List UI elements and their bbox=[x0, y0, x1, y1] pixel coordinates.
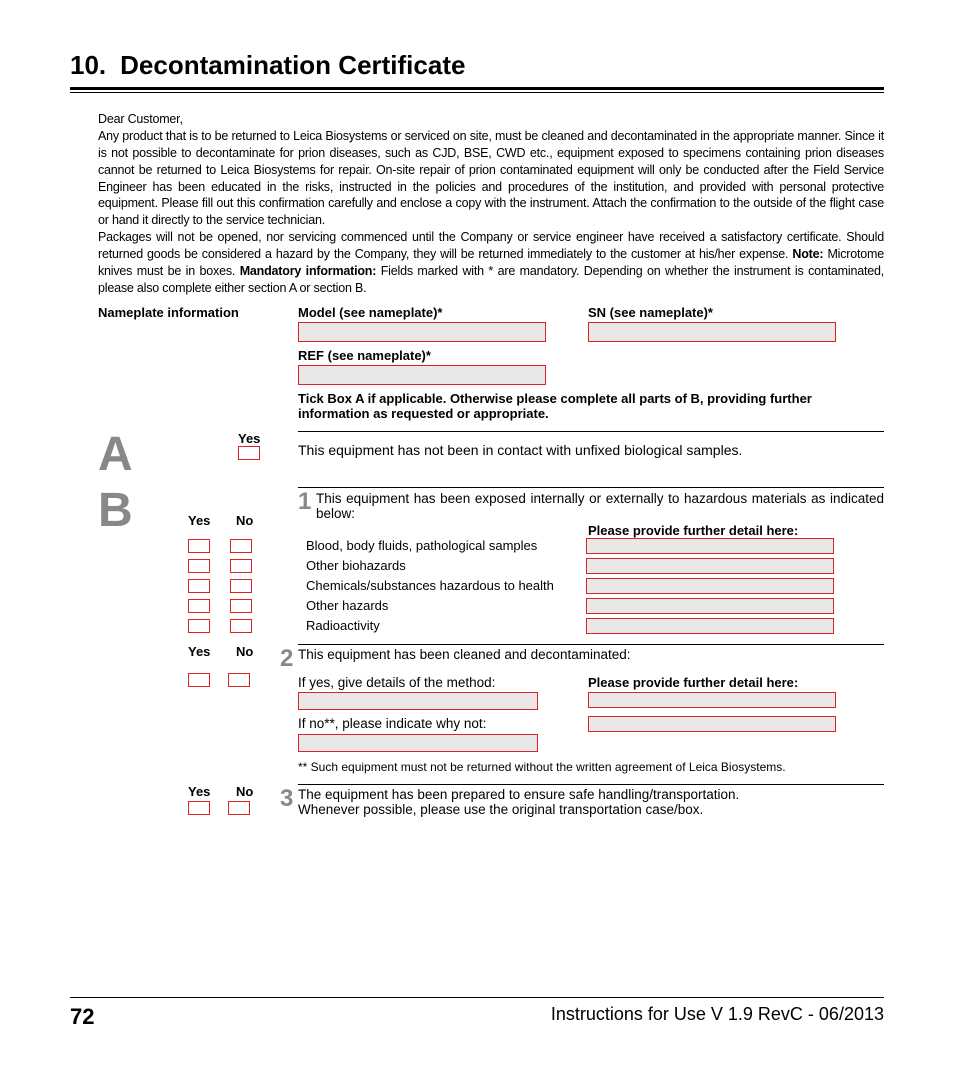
hazard-3: Chemicals/substances hazardous to health bbox=[306, 578, 586, 593]
rule-thin bbox=[70, 92, 884, 93]
sn-label: SN (see nameplate)* bbox=[588, 305, 884, 320]
b2-detail-header: Please provide further detail here: bbox=[588, 675, 798, 690]
detail-h2[interactable] bbox=[586, 558, 834, 574]
section-header: 10. Decontamination Certificate bbox=[70, 50, 884, 81]
detail-header: Please provide further detail here: bbox=[588, 523, 798, 538]
hazard-4: Other hazards bbox=[306, 598, 586, 613]
page-number: 72 bbox=[70, 1004, 94, 1030]
checkbox-b3-yes[interactable] bbox=[188, 801, 210, 815]
tick-instruction: Tick Box A if applicable. Otherwise plea… bbox=[298, 391, 884, 421]
b2-no-label: If no**, please indicate why not: bbox=[298, 716, 588, 732]
no-label-b1: No bbox=[236, 513, 266, 528]
no-label-b2: No bbox=[236, 644, 266, 659]
intro-para2: Packages will not be opened, nor servici… bbox=[98, 229, 884, 297]
sn-input[interactable] bbox=[588, 322, 836, 342]
b1-text: This equipment has been exposed internal… bbox=[316, 488, 884, 521]
ref-label: REF (see nameplate)* bbox=[298, 348, 578, 363]
b2-text: This equipment has been cleaned and deco… bbox=[298, 645, 884, 673]
detail-h5[interactable] bbox=[586, 618, 834, 634]
checkbox-h2-yes[interactable] bbox=[188, 559, 210, 573]
checkbox-h4-yes[interactable] bbox=[188, 599, 210, 613]
checkbox-b3-no[interactable] bbox=[228, 801, 250, 815]
b3-line1: The equipment has been prepared to ensur… bbox=[298, 787, 884, 802]
yes-label-a: Yes bbox=[238, 431, 298, 446]
b2-detail-2[interactable] bbox=[588, 716, 836, 732]
num-2: 2 bbox=[280, 645, 293, 672]
hazard-2: Other biohazards bbox=[306, 558, 586, 573]
model-input[interactable] bbox=[298, 322, 546, 342]
section-a-text: This equipment has not been in contact w… bbox=[298, 431, 884, 458]
checkbox-h3-no[interactable] bbox=[230, 579, 252, 593]
hazard-1: Blood, body fluids, pathological samples bbox=[306, 538, 586, 553]
b2-detail-1[interactable] bbox=[588, 692, 836, 708]
letter-b: B bbox=[98, 484, 133, 537]
nameplate-heading: Nameplate information bbox=[98, 305, 239, 320]
intro-text: Dear Customer, Any product that is to be… bbox=[98, 111, 884, 297]
checkbox-h3-yes[interactable] bbox=[188, 579, 210, 593]
b2-footnote: ** Such equipment must not be returned w… bbox=[298, 760, 884, 774]
checkbox-h5-no[interactable] bbox=[230, 619, 252, 633]
checkbox-a-yes[interactable] bbox=[238, 446, 260, 460]
b2-yes-input[interactable] bbox=[298, 692, 538, 710]
b3-line2: Whenever possible, please use the origin… bbox=[298, 802, 884, 817]
checkbox-h1-no[interactable] bbox=[230, 539, 252, 553]
hazard-5: Radioactivity bbox=[306, 618, 586, 633]
rule-thick bbox=[70, 87, 884, 90]
num-1: 1 bbox=[298, 488, 311, 515]
footer-text: Instructions for Use V 1.9 RevC - 06/201… bbox=[551, 1004, 884, 1030]
checkbox-b2-no[interactable] bbox=[228, 673, 250, 687]
checkbox-h2-no[interactable] bbox=[230, 559, 252, 573]
detail-h3[interactable] bbox=[586, 578, 834, 594]
detail-h1[interactable] bbox=[586, 538, 834, 554]
section-number: 10. bbox=[70, 50, 106, 81]
b2-no-input[interactable] bbox=[298, 734, 538, 752]
intro-para1: Any product that is to be returned to Le… bbox=[98, 128, 884, 229]
no-label-b3: No bbox=[236, 784, 266, 799]
yes-label-b1: Yes bbox=[188, 513, 218, 528]
yes-label-b2: Yes bbox=[188, 644, 218, 659]
letter-a: A bbox=[98, 428, 133, 481]
ref-input[interactable] bbox=[298, 365, 546, 385]
detail-h4[interactable] bbox=[586, 598, 834, 614]
footer-rule bbox=[70, 997, 884, 998]
checkbox-b2-yes[interactable] bbox=[188, 673, 210, 687]
b2-yes-label: If yes, give details of the method: bbox=[298, 675, 588, 690]
yes-label-b3: Yes bbox=[188, 784, 218, 799]
checkbox-h1-yes[interactable] bbox=[188, 539, 210, 553]
page-footer: 72 Instructions for Use V 1.9 RevC - 06/… bbox=[70, 997, 884, 1030]
checkbox-h4-no[interactable] bbox=[230, 599, 252, 613]
num-3: 3 bbox=[280, 785, 293, 812]
model-label: Model (see nameplate)* bbox=[298, 305, 578, 320]
salutation: Dear Customer, bbox=[98, 111, 884, 128]
section-title: Decontamination Certificate bbox=[120, 50, 465, 81]
checkbox-h5-yes[interactable] bbox=[188, 619, 210, 633]
